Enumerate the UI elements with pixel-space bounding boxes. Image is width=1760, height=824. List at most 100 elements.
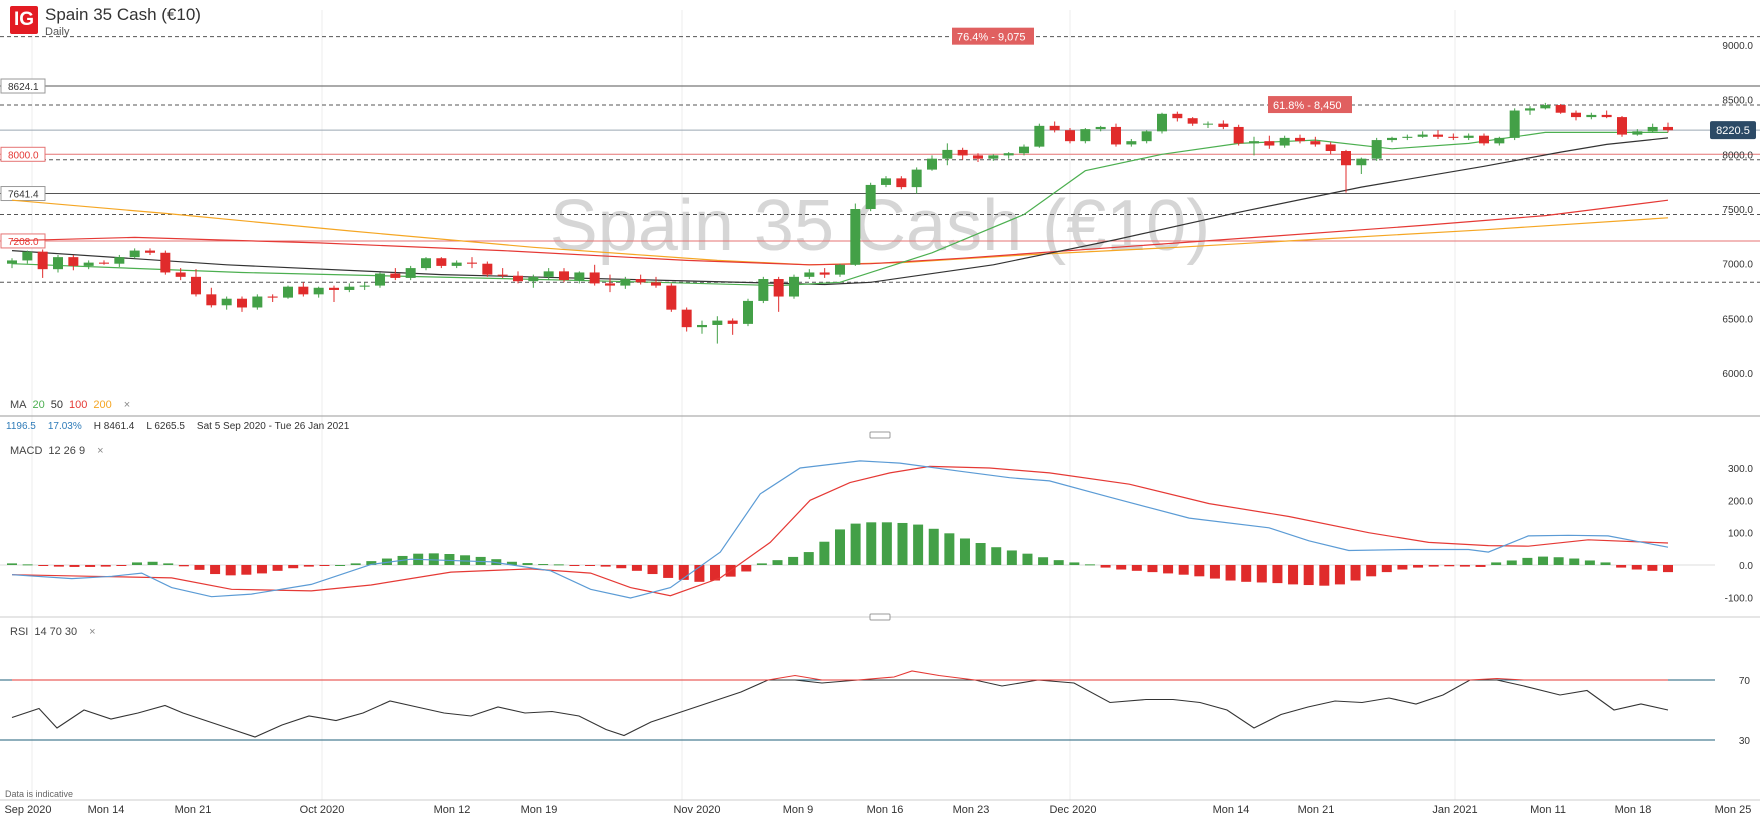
macd-histogram-bar xyxy=(1225,565,1236,581)
macd-signal-line xyxy=(11,465,1669,597)
candle-body xyxy=(1601,114,1612,118)
macd-histogram-bar xyxy=(256,565,267,574)
price-axis-label: 7000.0 xyxy=(1722,260,1753,271)
macd-histogram-bar xyxy=(319,565,330,566)
rsi-legend: RSI 14 70 30 × xyxy=(10,626,96,638)
candle-body xyxy=(1264,141,1275,146)
macd-histogram-bar xyxy=(991,547,1002,565)
macd-histogram-bar xyxy=(866,522,877,565)
level-tag-label: 7641.4 xyxy=(8,190,39,201)
macd-histogram-bar xyxy=(913,524,924,565)
macd-histogram-bar xyxy=(959,538,970,565)
candle-body xyxy=(1172,113,1183,119)
macd-histogram-bar xyxy=(538,564,549,566)
macd-histogram-bar xyxy=(756,563,767,565)
macd-histogram-bar xyxy=(194,565,205,570)
candle-body xyxy=(1509,110,1520,138)
candle-body xyxy=(651,282,661,286)
candle-body xyxy=(881,178,891,185)
macd-histogram-bar xyxy=(210,565,221,575)
candle-body xyxy=(850,209,861,265)
data-indicative-note: Data is indicative xyxy=(5,789,74,799)
candle-body xyxy=(1249,141,1259,144)
candle-body xyxy=(1203,123,1213,125)
range-pct: 17.03% xyxy=(47,421,82,432)
macd-axis-label: 300.0 xyxy=(1728,464,1753,475)
ig-logo: IG xyxy=(10,6,38,34)
macd-histogram-bar xyxy=(163,563,174,565)
current-price-tag xyxy=(1710,121,1756,140)
candle-body xyxy=(727,320,738,324)
candle-body xyxy=(160,252,171,273)
rsi-params[interactable]: 14 70 30 xyxy=(34,626,78,638)
ma-close-icon[interactable]: × xyxy=(123,399,131,411)
candle-body xyxy=(467,262,477,264)
candle-body xyxy=(635,279,646,283)
candle-body xyxy=(681,309,692,328)
price-axis-label: 7500.0 xyxy=(1722,205,1753,216)
candle-body xyxy=(1617,117,1627,135)
candle-body xyxy=(37,251,48,270)
candle-body xyxy=(313,287,324,295)
candle-body xyxy=(1019,146,1029,154)
date-axis-label: Jan 2021 xyxy=(1432,804,1477,816)
macd-histogram-bar xyxy=(131,562,142,565)
macd-line xyxy=(11,460,1669,599)
macd-histogram-bar xyxy=(694,565,705,582)
macd-histogram-bar xyxy=(1475,565,1486,567)
range-stats: 1196.5 17.03% H 8461.4 L 6265.5 Sat 5 Se… xyxy=(6,421,349,432)
macd-histogram-bar xyxy=(1584,560,1595,565)
candle-body xyxy=(819,272,830,275)
macd-histogram-bar xyxy=(1538,556,1549,565)
candle-body xyxy=(1555,105,1566,113)
macd-histogram-bar xyxy=(1366,565,1377,577)
macd-histogram-bar xyxy=(803,552,814,565)
ma-period-20[interactable]: 20 xyxy=(32,399,45,411)
date-axis-label: Mon 16 xyxy=(867,804,904,816)
ma-period-200[interactable]: 200 xyxy=(93,399,112,411)
macd-histogram-bar xyxy=(85,565,96,567)
candle-body xyxy=(758,279,769,301)
candle-body xyxy=(789,276,799,297)
date-axis-label: Mon 19 xyxy=(521,804,558,816)
macd-histogram-bar xyxy=(460,555,471,565)
fib-tag-label: 76.4% - 9,075 xyxy=(957,32,1026,44)
candle-body xyxy=(206,294,217,306)
macd-histogram-bar xyxy=(1131,565,1142,571)
candle-body xyxy=(1417,134,1428,137)
macd-histogram-bar xyxy=(1147,565,1158,573)
macd-histogram-bar xyxy=(69,565,80,567)
candle-body xyxy=(329,287,339,290)
price-axis-label: 6000.0 xyxy=(1722,369,1753,380)
macd-histogram-bar xyxy=(1600,562,1611,565)
candle-body xyxy=(53,257,63,270)
macd-histogram-bar xyxy=(1209,565,1220,579)
date-axis-label: Dec 2020 xyxy=(1049,804,1096,816)
macd-params[interactable]: 12 26 9 xyxy=(48,445,86,457)
candle-body xyxy=(1356,158,1367,166)
candle-body xyxy=(7,260,17,264)
macd-histogram-bar xyxy=(819,541,830,565)
candle-body xyxy=(712,320,723,325)
candle-body xyxy=(605,283,615,286)
ma-period-100[interactable]: 100 xyxy=(69,399,88,411)
date-axis-label: Mon 21 xyxy=(175,804,212,816)
macd-histogram-bar xyxy=(366,561,377,565)
level-tag-label: 8624.1 xyxy=(8,82,39,93)
macd-histogram-bar xyxy=(569,565,580,566)
ma-period-50[interactable]: 50 xyxy=(50,399,63,411)
macd-close-icon[interactable]: × xyxy=(97,445,104,457)
macd-histogram-bar xyxy=(1256,565,1267,583)
macd-histogram-bar xyxy=(1303,565,1314,586)
candle-body xyxy=(528,276,539,282)
candle-body xyxy=(835,264,845,275)
macd-histogram-bar xyxy=(647,565,658,575)
rsi-close-icon[interactable]: × xyxy=(89,626,96,638)
candle-body xyxy=(22,251,33,261)
candle-body xyxy=(375,273,385,286)
macd-histogram-bar xyxy=(1631,565,1642,570)
rsi-line xyxy=(11,679,1669,738)
price-axis-label: 6500.0 xyxy=(1722,314,1753,325)
macd-histogram-bar xyxy=(788,556,799,565)
